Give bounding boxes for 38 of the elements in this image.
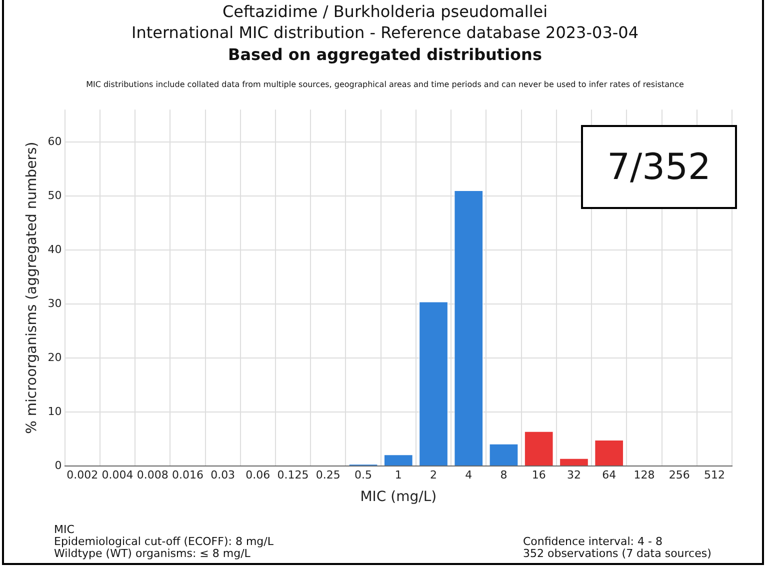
text: Confidence interval: 4 - 8 xyxy=(523,535,664,548)
text: 352 observations (7 data sources) xyxy=(523,547,712,560)
x-tick-label: 8 xyxy=(500,468,508,482)
text: Based on aggregated distributions xyxy=(227,45,543,64)
x-tick-label: 0.008 xyxy=(136,468,168,482)
x-tick-label: 4 xyxy=(465,468,472,482)
x-tick-label: 0.016 xyxy=(172,468,204,482)
annotation: 7/352 xyxy=(607,146,711,188)
x-axis-title: MIC (mg/L) xyxy=(360,489,437,506)
x-tick-label: 32 xyxy=(566,468,581,482)
chart-title: Ceftazidime / Burkholderia pseudomallei xyxy=(221,2,549,21)
x-tick-label: 128 xyxy=(634,468,655,482)
x-tick-label: 0.25 xyxy=(316,468,340,482)
x-tick-label: 0.06 xyxy=(246,468,270,482)
x-tick-label: 0.03 xyxy=(210,468,236,482)
y-tick-label: 60 xyxy=(48,134,62,148)
x-tick-label: 0.004 xyxy=(102,468,134,482)
y-tick-label: 50 xyxy=(48,188,62,202)
text: Wildtype (WT) organisms: ≤ 8 mg/L xyxy=(54,547,250,560)
y-tick-label: 0 xyxy=(54,458,62,472)
x-tick-label: 256 xyxy=(668,468,690,482)
chart-subtitle: International MIC distribution - Reference database 2023-03-04 xyxy=(130,23,640,42)
x-tick-label: 2 xyxy=(430,468,438,482)
x-tick-label: 512 xyxy=(704,468,725,482)
text: MIC xyxy=(54,523,76,536)
y-tick-label: 20 xyxy=(48,350,62,364)
y-tick-label: 30 xyxy=(48,296,62,310)
text: MIC distributions include collated data from multiple sources, geographical areas and time periods and can never be used to infer rates of resistance xyxy=(85,80,685,89)
x-tick-label: 0.125 xyxy=(277,468,309,482)
text: Epidemiological cut-off (ECOFF): 8 mg/L xyxy=(54,535,274,548)
x-tick-label: 1 xyxy=(394,468,402,482)
y-axis-title: % microorganisms (aggregated numbers) xyxy=(24,142,40,434)
y-tick-label: 40 xyxy=(48,242,62,256)
x-tick-label: 64 xyxy=(602,468,616,482)
x-tick-label: 0.002 xyxy=(66,468,98,482)
x-tick-label: 16 xyxy=(532,468,546,482)
y-tick-label: 10 xyxy=(48,404,62,418)
x-tick-label: 0.5 xyxy=(354,468,372,482)
